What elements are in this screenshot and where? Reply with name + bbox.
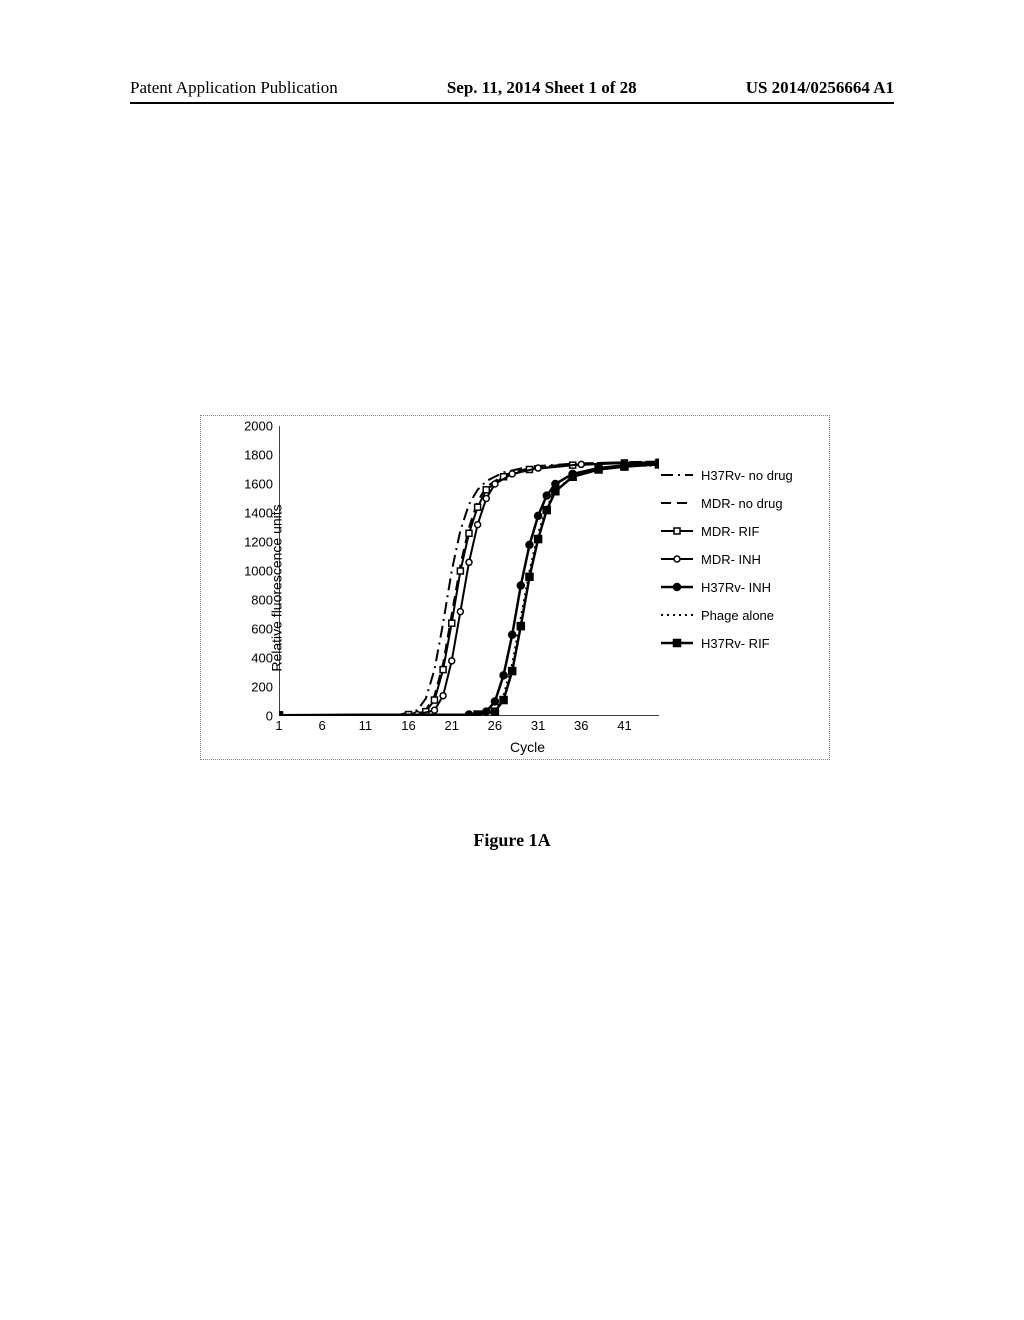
figure-caption: Figure 1A — [0, 830, 1024, 851]
x-tick-label: 26 — [488, 718, 502, 733]
x-tick-label: 36 — [574, 718, 588, 733]
y-tick-label: 0 — [233, 709, 273, 724]
legend-label: H37Rv- INH — [701, 580, 819, 595]
legend-label: H37Rv- no drug — [701, 468, 819, 483]
series-line — [279, 462, 659, 716]
y-tick-label: 2000 — [233, 419, 273, 434]
x-tick-label: 1 — [275, 718, 282, 733]
series-line — [279, 462, 659, 716]
legend-label: Phage alone — [701, 608, 819, 623]
x-ticks: 1611162126313641 — [279, 718, 659, 736]
y-tick-label: 200 — [233, 680, 273, 695]
figure-frame: Relative fluorescence units Cycle 020040… — [200, 415, 830, 760]
legend-label: H37Rv- RIF — [701, 636, 819, 651]
legend-label: MDR- no drug — [701, 496, 819, 511]
x-tick-label: 16 — [401, 718, 415, 733]
legend-entry: MDR- no drug — [659, 494, 819, 512]
legend-swatch — [659, 466, 695, 484]
y-tick-label: 1600 — [233, 477, 273, 492]
legend-label: MDR- RIF — [701, 524, 819, 539]
legend-swatch — [659, 578, 695, 596]
header-right: US 2014/0256664 A1 — [746, 78, 894, 98]
x-axis-label: Cycle — [510, 739, 545, 755]
series-line — [279, 462, 659, 715]
y-tick-label: 600 — [233, 622, 273, 637]
header-center: Sep. 11, 2014 Sheet 1 of 28 — [447, 78, 637, 98]
legend-entry: Phage alone — [659, 606, 819, 624]
y-tick-label: 400 — [233, 651, 273, 666]
y-tick-label: 800 — [233, 593, 273, 608]
x-tick-label: 31 — [531, 718, 545, 733]
legend-swatch — [659, 550, 695, 568]
y-tick-label: 1400 — [233, 506, 273, 521]
legend-swatch — [659, 522, 695, 540]
legend-entry: H37Rv- INH — [659, 578, 819, 596]
series-line — [279, 464, 659, 715]
legend-label: MDR- INH — [701, 552, 819, 567]
x-tick-label: 6 — [319, 718, 326, 733]
y-ticks: 0200400600800100012001400160018002000 — [237, 426, 277, 716]
legend-swatch — [659, 634, 695, 652]
legend-swatch — [659, 606, 695, 624]
x-tick-label: 11 — [359, 718, 373, 733]
x-tick-label: 41 — [617, 718, 631, 733]
y-tick-label: 1000 — [233, 564, 273, 579]
series-line — [279, 464, 659, 716]
y-tick-label: 1200 — [233, 535, 273, 550]
header-rule — [130, 102, 894, 104]
header-left: Patent Application Publication — [130, 78, 338, 98]
chart-plot — [279, 426, 659, 716]
legend: H37Rv- no drug MDR- no drug MDR- RIF MDR- I… — [659, 466, 819, 662]
legend-entry: MDR- INH — [659, 550, 819, 568]
legend-swatch — [659, 494, 695, 512]
y-tick-label: 1800 — [233, 448, 273, 463]
x-tick-label: 21 — [444, 718, 458, 733]
legend-entry: H37Rv- RIF — [659, 634, 819, 652]
page-header: Patent Application Publication Sep. 11, … — [130, 78, 894, 98]
legend-entry: MDR- RIF — [659, 522, 819, 540]
series-line — [279, 462, 659, 715]
legend-entry: H37Rv- no drug — [659, 466, 819, 484]
